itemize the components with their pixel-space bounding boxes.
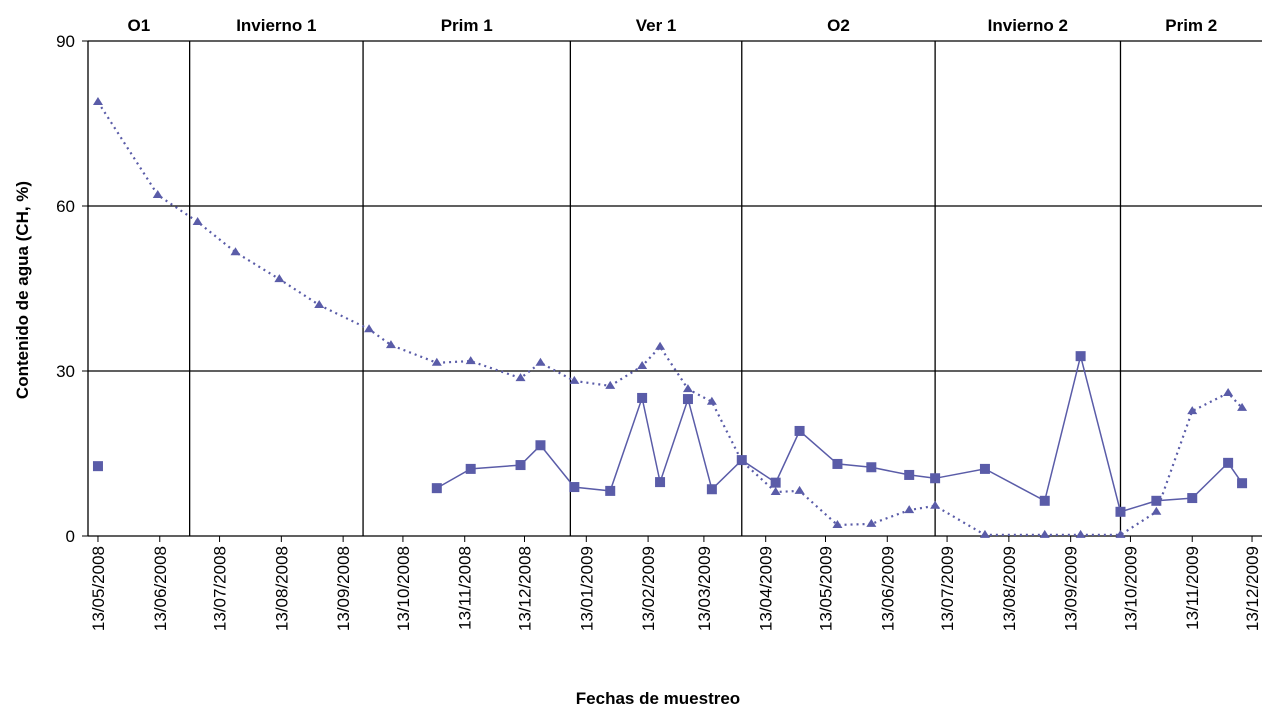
square-marker bbox=[706, 484, 717, 495]
triangle-marker bbox=[192, 216, 203, 225]
triangle-marker bbox=[605, 380, 616, 389]
season-label: O1 bbox=[127, 16, 150, 35]
x-tick-label: 13/09/2009 bbox=[1062, 546, 1081, 631]
x-tick-label: 13/10/2009 bbox=[1121, 546, 1140, 631]
triangle-marker bbox=[1115, 529, 1126, 538]
triangle-marker bbox=[431, 357, 442, 366]
triangle-marker bbox=[770, 487, 781, 495]
triangle-marker bbox=[515, 373, 526, 382]
x-tick-label: 13/06/2008 bbox=[151, 546, 170, 631]
y-tick-label: 90 bbox=[56, 32, 75, 51]
square-marker bbox=[904, 469, 915, 480]
square-marker bbox=[1151, 495, 1162, 506]
x-tick-label: 13/07/2008 bbox=[211, 546, 230, 631]
season-label: Prim 1 bbox=[441, 16, 493, 35]
x-tick-label: 13/08/2009 bbox=[1000, 546, 1019, 631]
square-marker bbox=[465, 463, 476, 474]
triangle-marker bbox=[637, 361, 648, 370]
x-tick-label: 13/06/2009 bbox=[878, 546, 897, 631]
triangle-marker bbox=[655, 341, 666, 350]
x-axis-title: Fechas de muestreo bbox=[576, 689, 740, 708]
square-marker bbox=[1187, 493, 1198, 504]
square-marker bbox=[569, 482, 580, 493]
triangle-marker bbox=[314, 300, 325, 308]
triangle-marker bbox=[364, 324, 375, 333]
x-tick-label: 13/04/2009 bbox=[757, 546, 776, 631]
y-tick-label: 60 bbox=[56, 197, 75, 216]
y-axis-title: Contenido de agua (CH, %) bbox=[13, 181, 32, 399]
season-label: Prim 2 bbox=[1165, 16, 1217, 35]
square-marker bbox=[605, 485, 616, 496]
triangle-marker bbox=[736, 456, 747, 465]
triangle-marker bbox=[1223, 388, 1234, 396]
square-marker bbox=[1223, 457, 1234, 468]
x-tick-label: 13/11/2009 bbox=[1183, 546, 1202, 630]
square-marker bbox=[515, 460, 526, 471]
square-marker bbox=[930, 473, 941, 484]
triangle-marker bbox=[682, 384, 693, 393]
triangle-marker bbox=[979, 529, 990, 538]
triangle-marker bbox=[794, 485, 805, 494]
series-line bbox=[97, 101, 1243, 536]
x-tick-label: 13/05/2008 bbox=[89, 546, 108, 631]
x-tick-label: 13/08/2008 bbox=[272, 546, 291, 631]
triangle-marker bbox=[904, 505, 915, 514]
square-marker bbox=[1075, 351, 1086, 362]
triangle-marker bbox=[866, 518, 877, 527]
triangle-marker bbox=[152, 190, 163, 198]
triangle-marker bbox=[274, 274, 285, 283]
x-tick-label: 13/10/2008 bbox=[394, 546, 413, 631]
square-marker bbox=[1237, 478, 1248, 489]
square-marker bbox=[794, 425, 805, 436]
x-tick-label: 13/11/2008 bbox=[456, 546, 475, 630]
triangle-marker bbox=[230, 247, 241, 256]
square-marker bbox=[1039, 495, 1050, 506]
series-line bbox=[436, 355, 1243, 513]
x-tick-label: 13/07/2009 bbox=[938, 546, 957, 631]
triangle-marker bbox=[930, 500, 941, 509]
square-marker bbox=[637, 392, 648, 403]
x-tick-label: 13/03/2009 bbox=[695, 546, 714, 631]
triangle-marker bbox=[1039, 529, 1050, 538]
square-marker bbox=[770, 477, 781, 488]
triangle-marker bbox=[385, 340, 396, 349]
x-tick-label: 13/09/2008 bbox=[334, 546, 353, 631]
triangle-marker bbox=[465, 356, 476, 365]
triangle-marker bbox=[832, 520, 843, 528]
square-marker bbox=[682, 394, 693, 405]
triangle-marker bbox=[92, 97, 103, 106]
season-label: O2 bbox=[827, 16, 850, 35]
square-marker bbox=[431, 483, 442, 494]
x-tick-label: 13/05/2009 bbox=[816, 546, 835, 631]
square-marker bbox=[92, 461, 103, 472]
square-marker bbox=[979, 463, 990, 474]
x-tick-label: 13/02/2009 bbox=[639, 546, 658, 631]
square-marker bbox=[535, 440, 546, 451]
square-marker bbox=[655, 477, 666, 488]
triangle-marker bbox=[706, 396, 717, 405]
square-marker bbox=[1115, 506, 1126, 517]
season-label: Invierno 1 bbox=[236, 16, 316, 35]
y-tick-label: 30 bbox=[56, 362, 75, 381]
season-label: Invierno 2 bbox=[988, 16, 1068, 35]
triangle-marker bbox=[1075, 529, 1086, 538]
square-marker bbox=[832, 458, 843, 469]
triangle-marker bbox=[1151, 506, 1162, 515]
x-tick-label: 13/12/2009 bbox=[1243, 546, 1262, 631]
triangle-marker bbox=[535, 357, 546, 366]
season-label: Ver 1 bbox=[636, 16, 677, 35]
triangle-marker bbox=[569, 375, 580, 384]
x-tick-label: 13/12/2008 bbox=[516, 546, 535, 631]
x-tick-label: 13/01/2009 bbox=[577, 546, 596, 631]
triangle-marker bbox=[1237, 402, 1248, 411]
triangle-marker bbox=[1187, 406, 1198, 415]
square-marker bbox=[866, 462, 877, 473]
y-tick-label: 0 bbox=[66, 527, 75, 546]
